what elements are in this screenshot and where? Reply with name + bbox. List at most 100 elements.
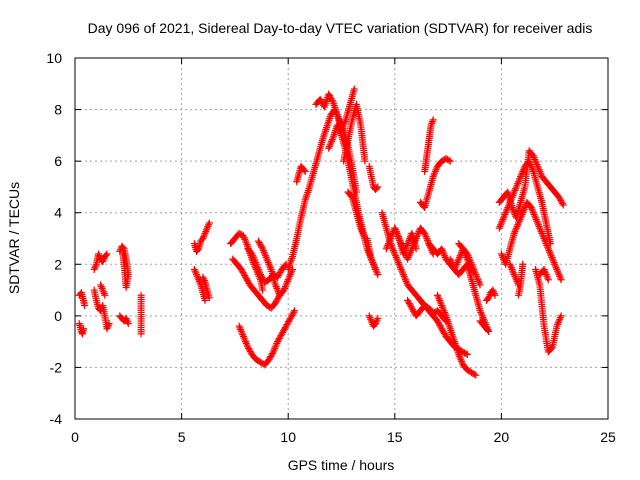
data-point-marker xyxy=(238,267,246,275)
data-point-marker xyxy=(399,245,407,253)
series-s9 xyxy=(190,219,213,255)
data-point-marker xyxy=(458,357,466,365)
data-point-marker xyxy=(274,336,282,344)
data-point-marker xyxy=(200,233,208,241)
data-point-marker xyxy=(101,291,109,299)
data-point-marker xyxy=(519,209,527,217)
data-point-marker xyxy=(455,352,463,360)
series-s25 xyxy=(365,312,382,330)
data-point-marker xyxy=(284,319,292,327)
data-point-marker xyxy=(406,301,414,309)
data-point-marker xyxy=(190,265,198,273)
data-point-marker xyxy=(266,354,274,362)
data-point-marker xyxy=(398,241,406,249)
data-point-marker xyxy=(554,267,562,275)
data-point-marker xyxy=(372,320,380,328)
data-point-marker xyxy=(485,292,493,300)
data-point-marker xyxy=(516,216,524,224)
data-point-marker xyxy=(397,240,405,248)
data-point-marker xyxy=(496,222,504,230)
data-point-marker xyxy=(446,255,454,263)
data-point-marker xyxy=(300,166,308,174)
data-point-marker xyxy=(511,186,519,194)
data-point-marker xyxy=(283,277,291,285)
data-point-marker xyxy=(527,162,535,170)
data-point-marker xyxy=(406,250,414,258)
data-point-marker xyxy=(396,262,404,270)
data-point-marker xyxy=(556,274,564,282)
data-point-marker xyxy=(441,310,449,318)
data-point-marker xyxy=(456,354,464,362)
data-point-marker xyxy=(252,259,260,267)
data-point-marker xyxy=(245,346,253,354)
data-point-marker xyxy=(347,192,355,200)
data-point-marker xyxy=(259,247,267,255)
data-point-marker xyxy=(249,252,257,260)
series-s41 xyxy=(497,198,565,284)
data-point-marker xyxy=(401,274,409,282)
data-point-marker xyxy=(463,253,471,261)
data-point-marker xyxy=(261,250,269,258)
data-point-marker xyxy=(462,252,470,260)
data-point-marker xyxy=(337,130,345,138)
data-point-marker xyxy=(438,325,446,333)
data-point-marker xyxy=(203,224,211,232)
data-point-marker xyxy=(436,298,444,306)
data-point-marker xyxy=(532,216,540,224)
data-point-marker xyxy=(268,350,276,358)
data-point-marker xyxy=(478,310,486,318)
data-point-marker xyxy=(470,370,478,378)
data-point-marker xyxy=(389,247,397,255)
data-point-marker xyxy=(195,276,203,284)
data-point-marker xyxy=(193,271,201,279)
data-point-marker xyxy=(447,257,455,265)
data-point-marker xyxy=(464,257,472,265)
data-point-marker xyxy=(359,229,367,237)
data-point-marker xyxy=(475,279,483,287)
data-point-marker xyxy=(532,159,540,167)
data-point-marker xyxy=(105,320,113,328)
data-point-marker xyxy=(462,350,470,358)
data-point-marker xyxy=(320,133,328,141)
series-s34 xyxy=(433,291,480,379)
data-point-marker xyxy=(301,167,309,175)
data-point-marker xyxy=(316,95,324,103)
series-s19 xyxy=(312,85,358,134)
data-point-marker xyxy=(536,167,544,175)
data-point-marker xyxy=(398,267,406,275)
data-point-marker xyxy=(395,235,403,242)
data-point-marker xyxy=(386,236,394,244)
data-point-marker xyxy=(99,258,107,266)
series-s24 xyxy=(363,235,382,279)
data-point-marker xyxy=(540,265,548,273)
data-point-marker xyxy=(259,245,267,253)
data-point-marker xyxy=(437,323,445,331)
y-tick-label: 6 xyxy=(54,153,62,169)
data-point-marker xyxy=(91,264,99,272)
data-point-marker xyxy=(548,344,556,352)
data-point-marker xyxy=(274,338,282,346)
data-point-marker xyxy=(287,313,295,321)
data-point-marker xyxy=(205,221,213,229)
data-point-marker xyxy=(534,219,542,227)
data-point-marker xyxy=(541,238,549,246)
data-point-marker xyxy=(554,320,562,328)
data-point-marker xyxy=(289,310,297,318)
chart-title: Day 096 of 2021, Sidereal Day-to-day VTE… xyxy=(88,20,593,36)
data-point-marker xyxy=(384,241,392,249)
data-point-marker xyxy=(519,260,527,268)
data-point-marker xyxy=(466,262,474,270)
data-point-marker xyxy=(404,296,412,304)
data-point-marker xyxy=(258,243,266,251)
data-point-marker xyxy=(465,259,473,267)
data-point-marker xyxy=(512,183,520,191)
data-point-marker xyxy=(369,259,377,267)
data-point-marker xyxy=(253,262,261,270)
data-point-marker xyxy=(196,279,204,287)
data-point-marker xyxy=(534,221,542,229)
data-point-marker xyxy=(340,121,348,129)
data-point-marker xyxy=(530,210,538,218)
data-point-marker xyxy=(277,331,285,339)
data-point-marker xyxy=(325,143,333,151)
data-point-marker xyxy=(264,259,272,267)
